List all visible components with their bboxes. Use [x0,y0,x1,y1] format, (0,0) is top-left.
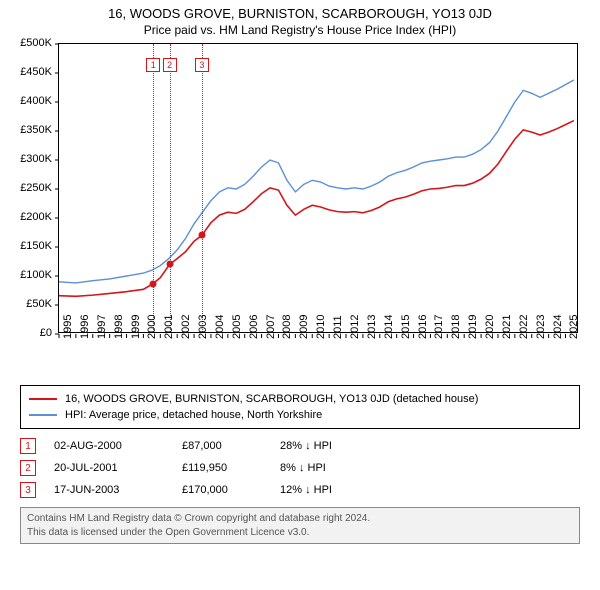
sale-marker-vline [153,44,154,332]
series-line [59,121,574,297]
legend: 16, WOODS GROVE, BURNISTON, SCARBOROUGH,… [20,385,580,429]
legend-label: HPI: Average price, detached house, Nort… [65,409,322,421]
sales-row-price: £170,000 [182,484,262,496]
x-tick-label: 2019 [467,315,479,339]
y-tick-label: £150K [20,240,52,252]
x-tick-label: 1996 [79,315,91,339]
footer-line-2: This data is licensed under the Open Gov… [27,526,573,540]
y-tick-label: £300K [20,153,52,165]
x-tick-label: 2015 [400,315,412,339]
x-tick-label: 2023 [535,315,547,339]
x-tick-label: 2006 [248,315,260,339]
x-tick-label: 1997 [96,315,108,339]
sales-row-diff: 28% ↓ HPI [280,440,390,452]
sales-table-row: 3 17-JUN-2003 £170,000 12% ↓ HPI [20,479,580,501]
footer-line-1: Contains HM Land Registry data © Crown c… [27,512,573,526]
sales-table-row: 2 20-JUL-2001 £119,950 8% ↓ HPI [20,457,580,479]
sale-marker-badge: 3 [195,58,209,72]
plot-svg [59,44,577,332]
series-line [59,80,574,283]
x-tick-label: 2007 [265,315,277,339]
y-tick-label: £50K [26,298,52,310]
legend-item: 16, WOODS GROVE, BURNISTON, SCARBOROUGH,… [29,391,571,407]
sales-row-badge: 2 [20,460,36,476]
x-tick-label: 2020 [484,315,496,339]
x-tick-label: 2003 [197,315,209,339]
y-tick-label: £200K [20,211,52,223]
x-tick-label: 2004 [214,315,226,339]
legend-label: 16, WOODS GROVE, BURNISTON, SCARBOROUGH,… [65,393,478,405]
x-tick-label: 2018 [450,315,462,339]
y-tick-label: £350K [20,124,52,136]
y-tick-label: £250K [20,182,52,194]
x-tick-label: 1995 [62,315,74,339]
sale-marker-vline [170,44,171,332]
chart-subtitle: Price paid vs. HM Land Registry's House … [0,21,600,43]
y-tick-label: £0 [40,327,52,339]
x-tick-label: 2014 [383,315,395,339]
sales-row-date: 20-JUL-2001 [54,462,164,474]
y-tick-label: £400K [20,95,52,107]
legend-item: HPI: Average price, detached house, Nort… [29,407,571,423]
sale-marker-dot [166,261,173,268]
chart-title: 16, WOODS GROVE, BURNISTON, SCARBOROUGH,… [0,0,600,21]
y-tick-label: £500K [20,37,52,49]
sales-row-diff: 8% ↓ HPI [280,462,390,474]
x-tick-label: 2009 [298,315,310,339]
x-tick-label: 2013 [366,315,378,339]
legend-swatch [29,398,57,400]
chart-container: 16, WOODS GROVE, BURNISTON, SCARBOROUGH,… [0,0,600,590]
legend-swatch [29,414,57,416]
x-tick-label: 2021 [501,315,513,339]
sales-row-date: 02-AUG-2000 [54,440,164,452]
x-tick-label: 2001 [163,315,175,339]
x-tick-label: 1998 [113,315,125,339]
x-tick-label: 2005 [231,315,243,339]
x-tick-label: 2011 [332,315,344,339]
x-tick-label: 2002 [180,315,192,339]
sales-row-price: £119,950 [182,462,262,474]
chart-area: 12 3 £0 £50K £100K £150K £200K £250K £300K £350K… [10,43,580,373]
sales-table-row: 1 02-AUG-2000 £87,000 28% ↓ HPI [20,435,580,457]
sale-marker-dot [198,232,205,239]
plot-area: 12 3 [58,43,578,333]
x-tick-label: 1999 [130,315,142,339]
x-tick-label: 2017 [433,315,445,339]
x-tick-label: 2010 [315,315,327,339]
y-tick-label: £450K [20,66,52,78]
sales-row-diff: 12% ↓ HPI [280,484,390,496]
sale-marker-vline [202,44,203,332]
sales-row-badge: 1 [20,438,36,454]
x-tick-label: 2016 [417,315,429,339]
x-tick-label: 2012 [349,315,361,339]
sale-marker-badge: 2 [163,58,177,72]
sale-marker-badge: 1 [146,58,160,72]
footer-attribution: Contains HM Land Registry data © Crown c… [20,507,580,544]
x-tick-label: 2024 [552,315,564,339]
sales-row-date: 17-JUN-2003 [54,484,164,496]
x-tick-label: 2000 [146,315,158,339]
sale-marker-dot [150,280,157,287]
x-tick-label: 2025 [568,315,580,339]
y-tick-label: £100K [20,269,52,281]
sales-row-price: £87,000 [182,440,262,452]
x-tick-label: 2022 [518,315,530,339]
sales-table: 1 02-AUG-2000 £87,000 28% ↓ HPI 2 20-JUL-2001… [20,435,580,501]
sales-row-badge: 3 [20,482,36,498]
x-tick-label: 2008 [281,315,293,339]
